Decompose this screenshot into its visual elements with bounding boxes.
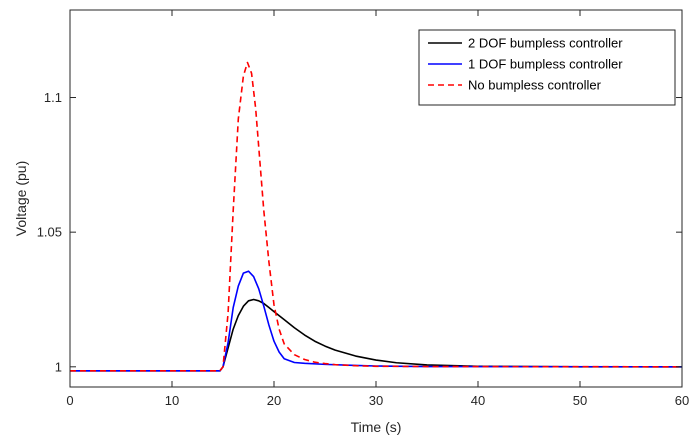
- x-tick-label: 60: [675, 393, 689, 408]
- x-tick-label: 50: [573, 393, 587, 408]
- legend-label-2: 1 DOF bumpless controller: [468, 57, 623, 72]
- x-tick-label: 10: [165, 393, 179, 408]
- axes: 0 10 20 30 40 50 60 1 1.05 1.1: [37, 9, 689, 408]
- legend-label-1: 2 DOF bumpless controller: [468, 36, 623, 51]
- x-tick-label: 40: [471, 393, 485, 408]
- x-tick-label: 20: [267, 393, 281, 408]
- y-tick-label: 1.1: [44, 90, 62, 105]
- plot-area: [70, 61, 682, 372]
- y-axis-label: Voltage (pu): [13, 161, 29, 237]
- series-line-2: [70, 270, 682, 372]
- legend: 2 DOF bumpless controller 1 DOF bumpless …: [418, 29, 676, 106]
- series-line-1: [70, 298, 682, 372]
- series-line-3: [70, 61, 682, 372]
- legend-label-3: No bumpless controller: [468, 78, 602, 93]
- y-tick-label: 1.05: [37, 225, 62, 240]
- x-axis-label: Time (s): [351, 419, 402, 435]
- x-tick-label: 0: [66, 393, 73, 408]
- y-tick-label: 1: [55, 359, 62, 374]
- x-tick-label: 30: [369, 393, 383, 408]
